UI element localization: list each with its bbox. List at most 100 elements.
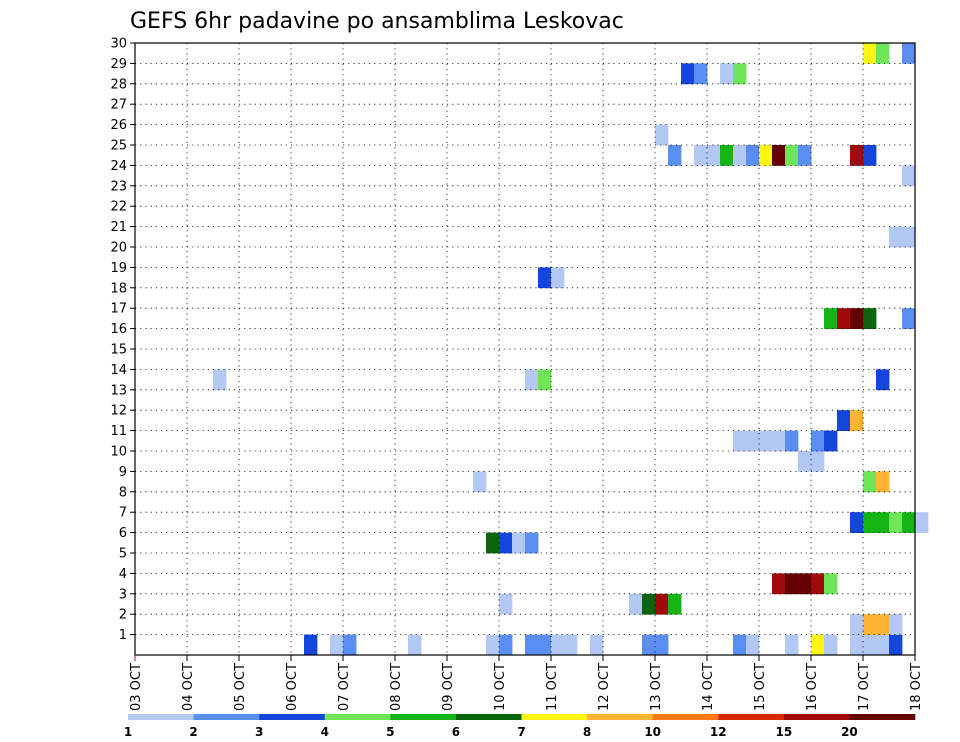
y-tick-label: 26 [110,118,127,133]
colorbar-label: 15 [775,725,792,739]
colorbar-label: 7 [517,725,525,739]
y-tick-label: 15 [110,343,127,358]
y-tick-label: 24 [110,159,127,174]
x-tick-label: 03 OCT [129,663,144,711]
y-tick-label: 27 [110,98,127,113]
colorbar-swatch [324,714,391,720]
grid-lines [135,43,915,655]
precip-cell [902,43,916,64]
precip-cell [915,512,929,533]
precip-cell [824,430,838,452]
colorbar-label: 3 [255,725,263,739]
precip-cell [824,634,838,656]
y-tick-label: 16 [110,322,127,337]
colorbar-label: 12 [710,725,727,739]
precip-cell [213,369,227,391]
colorbar-label: 4 [321,725,329,739]
precip-cell [590,634,604,656]
precip-cell [707,145,721,166]
colorbar-label: 2 [189,725,197,739]
y-tick-label: 23 [110,179,127,194]
precip-cell [863,512,877,533]
precip-cell [733,634,747,656]
colorbar-swatch [587,714,653,720]
y-tick-label: 8 [119,485,127,500]
y-tick-label: 28 [110,77,127,92]
y-tick-label: 4 [119,567,127,582]
y-tick-label: 17 [110,302,127,317]
x-tick-label: 09 OCT [441,663,456,711]
precip-cell [499,634,513,656]
precip-cell [551,634,565,656]
precip-cell [850,410,864,431]
x-tick-label: 04 OCT [181,663,196,711]
precip-cell [824,573,838,595]
y-tick-label: 2 [119,608,127,623]
y-tick-label: 13 [110,383,127,398]
precip-cell [876,614,890,635]
x-tick-label: 06 OCT [285,663,300,711]
x-tick-label: 15 OCT [753,663,768,711]
x-tick-label: 18 OCT [909,663,924,711]
y-tick-label: 18 [110,281,127,296]
precip-cell [525,634,539,656]
precip-cell [902,308,916,329]
y-tick-label: 20 [110,241,127,256]
precip-cell [850,308,864,329]
precip-cell [824,308,838,329]
precip-cell [863,145,877,166]
colorbar-swatch [849,714,916,720]
precip-cell [811,451,825,472]
precip-cell [811,430,825,452]
colorbar-swatch [521,714,588,720]
precip-cell [863,634,877,656]
precip-cell [486,532,500,554]
precip-cell [850,614,864,635]
y-tick-label: 3 [119,587,127,602]
colorbar-label: 20 [841,725,858,739]
precip-cell [811,634,825,656]
precip-cell [876,634,890,656]
precip-cell [538,267,552,289]
colorbar-label: 5 [386,725,394,739]
precip-cell [850,512,864,533]
y-tick-label: 10 [110,445,127,460]
precip-cell [733,430,747,452]
precip-cell [850,634,864,656]
precip-cell [538,634,552,656]
precip-cell [772,573,786,595]
y-axis: 1234567891011121314151617181920212223242… [110,37,135,643]
x-tick-label: 08 OCT [389,663,404,711]
precip-cell [499,593,513,615]
precip-cell [668,145,682,166]
precip-cell [902,512,916,533]
precip-cell [850,145,864,166]
precip-cell [837,308,851,329]
colorbar-swatch [718,714,785,720]
precip-cell [902,226,916,248]
chart-title: GEFS 6hr padavine po ansamblima Leskovac [130,9,624,34]
x-tick-label: 11 OCT [545,663,560,711]
precip-cell [785,430,799,452]
colorbar-swatch [783,714,850,720]
precip-cell [343,634,357,656]
colorbar-label: 10 [644,725,661,739]
colorbar-label: 6 [452,725,460,739]
precip-cell [798,145,812,166]
precip-cell [772,430,786,452]
precip-cell [694,63,708,85]
precip-cell [772,145,786,166]
precip-cell [863,614,877,635]
precip-cell [876,369,890,391]
precip-cell [720,145,734,166]
x-tick-label: 07 OCT [337,663,352,711]
colorbar-swatch [193,714,260,720]
colorbar-label: 8 [583,725,591,739]
precip-cell [486,634,500,656]
y-tick-label: 5 [119,547,127,562]
y-tick-label: 19 [110,261,127,276]
colorbar-swatch [455,714,522,720]
precip-cell [746,634,760,656]
precip-cell [889,512,903,533]
